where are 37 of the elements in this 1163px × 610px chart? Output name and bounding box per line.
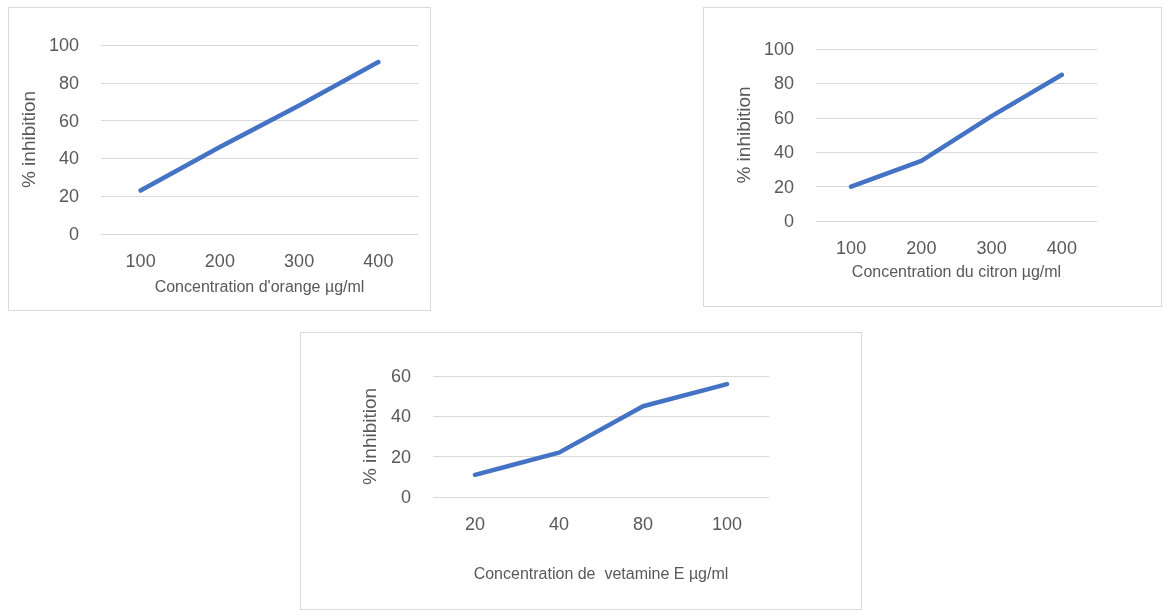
line-series <box>472 381 730 478</box>
y-tick-label: 40 <box>58 148 79 169</box>
x-tick-label: 400 <box>1046 238 1077 258</box>
y-axis-title: % inhibition <box>359 387 380 486</box>
y-tick-label: 20 <box>390 446 411 467</box>
y-axis-title: % inhibition <box>733 86 755 184</box>
x-tick-label: 20 <box>464 514 486 534</box>
y-tick-label: 80 <box>773 73 794 94</box>
y-tick-label: 20 <box>58 186 79 207</box>
y-tick-label: 100 <box>48 35 79 55</box>
x-axis-title: Concentration d'orange µg/ml <box>154 277 365 295</box>
x-tick-label: 100 <box>125 251 156 271</box>
y-tick-label: 60 <box>773 107 794 128</box>
line-series <box>848 72 1065 189</box>
x-tick-label: 300 <box>976 238 1007 258</box>
x-tick-label: 100 <box>836 238 867 258</box>
x-axis-title: Concentration du citron µg/ml <box>851 262 1062 280</box>
y-tick-label: 100 <box>763 39 794 59</box>
x-tick-label: 400 <box>363 251 394 271</box>
line-series <box>138 59 381 193</box>
y-tick-label: 80 <box>58 72 79 93</box>
x-tick-label: 100 <box>711 514 743 534</box>
x-tick-label: 200 <box>906 238 937 258</box>
y-tick-label: 60 <box>390 366 411 386</box>
x-tick-label: 300 <box>284 251 315 271</box>
y-tick-label: 0 <box>68 224 79 244</box>
x-tick-label: 80 <box>632 514 654 534</box>
y-tick-label: 60 <box>58 110 79 131</box>
x-axis-title: Concentration de vetamine E µg/ml <box>473 564 729 582</box>
x-tick-label: 40 <box>548 514 570 534</box>
y-axis-title: % inhibition <box>18 90 40 189</box>
y-tick-label: 40 <box>390 406 411 427</box>
y-tick-label: 40 <box>773 142 794 163</box>
y-tick-label: 0 <box>400 487 411 507</box>
y-tick-label: 20 <box>773 176 794 197</box>
y-tick-label: 0 <box>783 211 794 231</box>
x-tick-label: 200 <box>204 251 235 271</box>
